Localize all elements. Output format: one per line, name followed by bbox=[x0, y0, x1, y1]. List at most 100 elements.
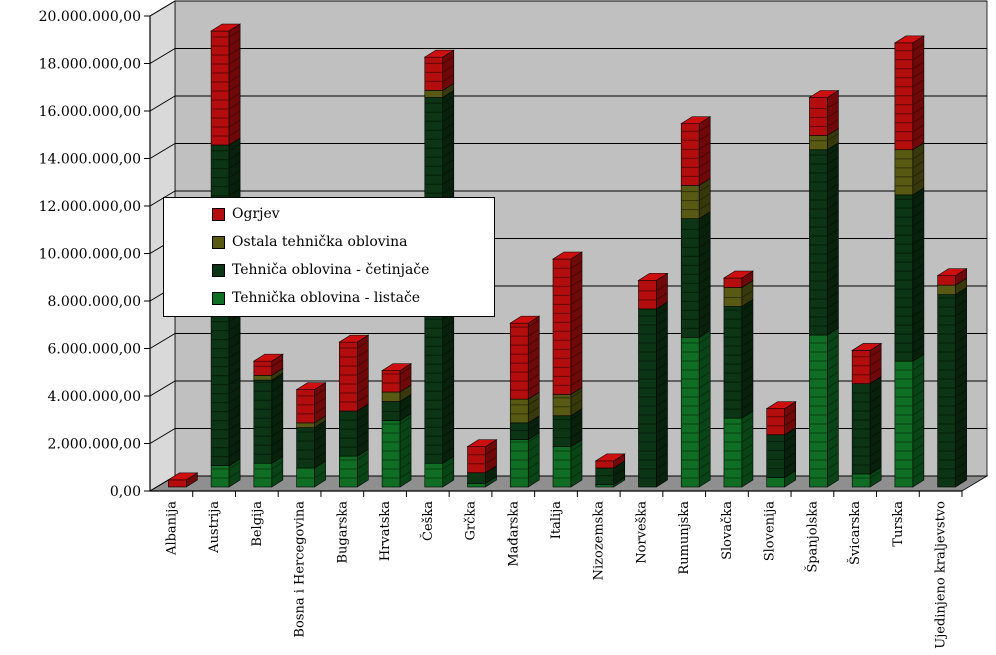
y-tick-label: 8.000.000,00 bbox=[47, 294, 141, 310]
y-tick-label: 18.000.000,00 bbox=[39, 57, 141, 73]
bar-segment bbox=[936, 268, 968, 286]
y-tick-label: 14.000.000,00 bbox=[39, 152, 141, 168]
x-tick-label: Bosna i Hercegovina bbox=[293, 501, 308, 638]
bar-segment bbox=[893, 35, 925, 151]
bar-stack bbox=[252, 353, 284, 488]
legend-label: Tehnička oblovina - listače bbox=[232, 290, 421, 306]
axes bbox=[144, 15, 963, 497]
bar-segment bbox=[809, 327, 839, 488]
bar-segment bbox=[339, 448, 369, 488]
x-tick-label: Turska bbox=[891, 501, 906, 547]
x-tick-label: Slovačka bbox=[720, 501, 735, 560]
bar-stack bbox=[594, 453, 626, 488]
bar-stack bbox=[637, 272, 669, 488]
bar-segment bbox=[722, 270, 754, 289]
gridline-side bbox=[149, 95, 176, 112]
bar-stack bbox=[551, 251, 584, 488]
bar-stack bbox=[765, 401, 797, 488]
x-tick-label: Švicarska bbox=[846, 501, 863, 565]
bar-segment bbox=[466, 439, 498, 474]
y-tick-label: 6.000.000,00 bbox=[47, 342, 141, 358]
gridline-side bbox=[149, 333, 176, 349]
bar-segment bbox=[167, 472, 199, 488]
bar-stack bbox=[808, 89, 840, 488]
bar-segment bbox=[765, 401, 797, 436]
bar-segment bbox=[723, 279, 754, 308]
bar-stack bbox=[936, 268, 968, 488]
x-tick-label: Rumunjska bbox=[677, 501, 692, 575]
y-tick-label: 0,00 bbox=[110, 484, 141, 500]
bar-segment bbox=[637, 272, 669, 310]
x-tick-label: Slovenija bbox=[763, 501, 778, 561]
bar-segment bbox=[339, 403, 369, 457]
y-tick-labels: 0,00 2.000.000,00 4.000.000,00 6.000.000,00… bbox=[39, 9, 141, 500]
bar-segment bbox=[423, 49, 455, 91]
bar-segment bbox=[210, 23, 242, 146]
bar-segment bbox=[894, 142, 925, 196]
legend-item: Tehniča oblovina - četinjače bbox=[212, 258, 429, 282]
y-tick-label: 16.000.000,00 bbox=[39, 104, 141, 120]
bar-segment bbox=[766, 427, 796, 479]
bar-segment bbox=[595, 460, 626, 486]
y-tick-label: 20.000.000,00 bbox=[39, 9, 141, 25]
bar-segment bbox=[509, 315, 541, 400]
bar-segment bbox=[809, 142, 839, 336]
x-tick-label: Mađarska bbox=[506, 501, 521, 567]
bar-segment bbox=[638, 301, 668, 488]
bar-stack bbox=[509, 315, 541, 488]
x-tick-label: Nizozemska bbox=[592, 501, 607, 581]
legend-swatch bbox=[212, 291, 225, 305]
bar-segment bbox=[552, 386, 583, 417]
bar-segment bbox=[509, 391, 540, 424]
x-tick-label: Italija bbox=[549, 501, 564, 539]
x-tick-labels: Albanija Austrija Belgija Bosna i Hercegovi… bbox=[164, 501, 948, 649]
bar-stack bbox=[722, 270, 754, 488]
bar-stack bbox=[338, 334, 370, 488]
legend-swatch bbox=[212, 235, 225, 249]
x-tick-label: Bugarska bbox=[335, 501, 350, 564]
x-tick-label: Austrija bbox=[207, 501, 222, 554]
gridline-side bbox=[149, 428, 176, 444]
legend-item: Ogrjev bbox=[212, 202, 280, 226]
bar-segment bbox=[210, 458, 241, 488]
bar-stack bbox=[893, 35, 925, 488]
gridline-side bbox=[149, 143, 176, 159]
bar-segment bbox=[381, 412, 412, 488]
bar-segment bbox=[680, 329, 711, 488]
x-tick-label: Hrvatska bbox=[378, 501, 393, 561]
legend-item: Ostala tehnička oblovina bbox=[212, 230, 408, 254]
bar-stack bbox=[295, 382, 327, 488]
bar-segment bbox=[509, 431, 540, 488]
legend-label: Ogrjev bbox=[232, 206, 280, 222]
bar-segment bbox=[937, 287, 967, 488]
bar-segment bbox=[552, 408, 583, 448]
bar-segment bbox=[551, 251, 584, 395]
x-tick-label: Belgija bbox=[250, 501, 265, 547]
x-tick-label: Norveška bbox=[634, 501, 649, 564]
bar-segment bbox=[296, 460, 326, 488]
x-tick-label: Španjolska bbox=[803, 501, 820, 573]
bar-segment bbox=[680, 211, 711, 338]
legend-swatch bbox=[212, 207, 225, 221]
y-tick-label: 2.000.000,00 bbox=[47, 437, 141, 453]
legend: Ogrjev Ostala tehnička oblovina Tehniča ob… bbox=[163, 197, 495, 317]
bar-segment bbox=[381, 363, 413, 393]
bar-segment bbox=[680, 116, 712, 186]
x-tick-label: Albanija bbox=[164, 501, 179, 556]
bar-segment bbox=[594, 453, 626, 469]
bar-segment bbox=[253, 372, 284, 464]
bar-segment bbox=[296, 420, 326, 469]
bar-segment bbox=[894, 187, 925, 362]
bar-stack bbox=[381, 363, 413, 488]
bar-segment bbox=[295, 382, 327, 424]
bar-segment bbox=[252, 353, 284, 376]
bar-segment bbox=[851, 342, 883, 385]
bar-segment bbox=[424, 455, 455, 488]
legend-item: Tehnička oblovina - listače bbox=[212, 286, 420, 310]
bar-stack bbox=[680, 116, 712, 488]
bar-stack bbox=[851, 342, 883, 488]
gridline-side bbox=[149, 380, 176, 397]
legend-label: Ostala tehnička oblovina bbox=[232, 234, 408, 250]
gridline-side bbox=[149, 190, 176, 207]
